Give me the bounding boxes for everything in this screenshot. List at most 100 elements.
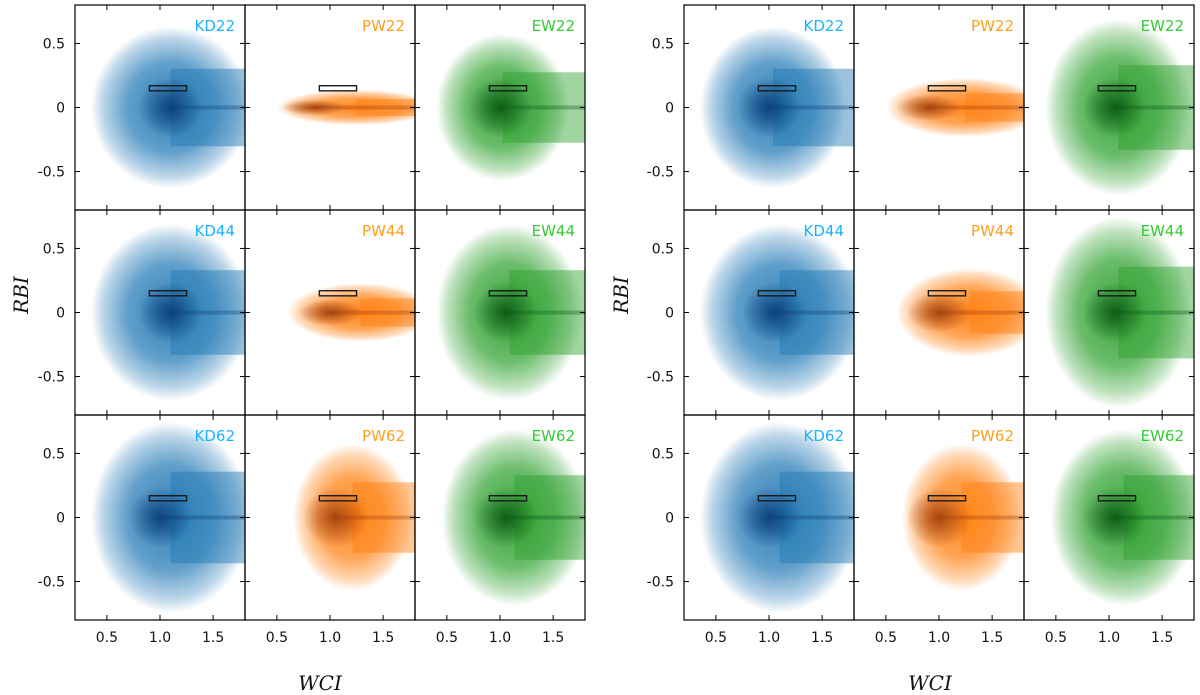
ylabel-right: RBI bbox=[609, 275, 633, 315]
reference-box bbox=[488, 85, 528, 92]
panel-kd22: KD22 0.5 0 -0.5 bbox=[647, 4, 855, 211]
xtick-label: 1.5 bbox=[372, 630, 394, 646]
panel-label: PW44 bbox=[362, 222, 405, 240]
density-core bbox=[742, 282, 807, 343]
reference-box bbox=[927, 290, 967, 297]
panel-label: KD44 bbox=[195, 222, 235, 240]
reference-box bbox=[1097, 495, 1137, 502]
xlabel-right: WCI bbox=[908, 671, 953, 695]
density-spine bbox=[170, 105, 245, 110]
reference-box bbox=[148, 290, 188, 297]
xtick-label: 0.5 bbox=[1045, 630, 1067, 646]
panel-pw22: PW22 bbox=[853, 4, 1025, 211]
density-core bbox=[1082, 282, 1147, 343]
xtick-label: 1.0 bbox=[149, 630, 171, 646]
xtick-label: 1.5 bbox=[1151, 630, 1173, 646]
panel-ew22: EW22 bbox=[1023, 4, 1195, 211]
density-ew62 bbox=[441, 429, 585, 606]
panel-label: KD62 bbox=[804, 427, 844, 445]
panel-ew62: EW62 0.5 1.0 1.5 bbox=[1023, 414, 1195, 646]
xtick-label: 1.0 bbox=[758, 630, 780, 646]
density-core bbox=[737, 487, 801, 548]
ytick-label: 0 bbox=[665, 306, 674, 322]
panel-kd44: KD44 0.5 0 -0.5 bbox=[647, 209, 855, 416]
density-core bbox=[1082, 487, 1147, 548]
ytick-label: 0.5 bbox=[43, 36, 65, 52]
panel-label: EW22 bbox=[532, 17, 575, 35]
density-core bbox=[896, 94, 961, 121]
density-ew44 bbox=[436, 224, 585, 401]
reference-box bbox=[757, 85, 797, 92]
xtick-label: 0.5 bbox=[96, 630, 118, 646]
panel-kd22: KD22 0.5 0 -0.5 bbox=[38, 4, 246, 211]
density-ew22 bbox=[1045, 19, 1194, 196]
density-core bbox=[907, 292, 971, 333]
panel-label: EW22 bbox=[1141, 17, 1184, 35]
panel-label: PW62 bbox=[971, 427, 1014, 445]
density-core bbox=[303, 487, 368, 548]
density-core bbox=[138, 282, 203, 343]
panel-pw44: PW44 bbox=[853, 209, 1025, 416]
density-ew62 bbox=[1050, 429, 1194, 606]
xtick-label: 0.5 bbox=[436, 630, 458, 646]
density-pw22 bbox=[885, 78, 1024, 137]
density-pw22 bbox=[276, 89, 415, 126]
reference-box bbox=[148, 495, 188, 502]
reference-box bbox=[927, 495, 967, 502]
density-core bbox=[1082, 77, 1147, 138]
xtick-label: 0.5 bbox=[266, 630, 288, 646]
ytick-label: -0.5 bbox=[647, 165, 674, 181]
panel-pw62: PW62 0.5 1.0 1.5 bbox=[244, 414, 416, 646]
density-spine bbox=[314, 105, 415, 110]
density-tail bbox=[965, 93, 1024, 122]
ytick-label: 0 bbox=[56, 511, 65, 527]
reference-box bbox=[757, 290, 797, 297]
ytick-label: 0 bbox=[56, 101, 65, 117]
density-tail bbox=[969, 291, 1024, 334]
ytick-label: -0.5 bbox=[38, 575, 65, 591]
subfigure-right: KD22 0.5 0 -0.5 PW22 EW22 KD44 0.5 0 -0.5 PW44 EW44… bbox=[647, 4, 1195, 646]
panel-label: EW44 bbox=[532, 222, 575, 240]
xtick-label: 1.0 bbox=[928, 630, 950, 646]
xtick-label: 1.5 bbox=[811, 630, 833, 646]
panel-kd44: KD44 0.5 0 -0.5 bbox=[38, 209, 246, 416]
ytick-label: -0.5 bbox=[647, 575, 674, 591]
density-core bbox=[138, 77, 203, 138]
ytick-label: 0 bbox=[665, 511, 674, 527]
subfigure-left: KD22 0.5 0 -0.5 PW22 EW22 KD44 0.5 0 -0.5 PW44 EW44… bbox=[38, 4, 586, 646]
reference-box bbox=[318, 495, 358, 502]
panel-label: EW62 bbox=[532, 427, 575, 445]
panel-label: PW44 bbox=[971, 222, 1014, 240]
density-core bbox=[128, 487, 192, 548]
ytick-label: 0.5 bbox=[652, 36, 674, 52]
density-tail bbox=[961, 482, 1024, 553]
reference-box bbox=[318, 290, 358, 297]
density-tail bbox=[356, 99, 415, 116]
density-core bbox=[473, 487, 538, 548]
ytick-label: 0.5 bbox=[652, 241, 674, 257]
density-core bbox=[473, 282, 538, 343]
xtick-label: 0.5 bbox=[705, 630, 727, 646]
panel-label: KD22 bbox=[804, 17, 844, 35]
panel-label: KD44 bbox=[804, 222, 844, 240]
panel-ew44: EW44 bbox=[414, 209, 586, 416]
density-spine bbox=[928, 105, 1024, 110]
density-spine bbox=[1114, 515, 1194, 520]
density-spine bbox=[505, 515, 585, 520]
density-spine bbox=[330, 310, 415, 315]
reference-box bbox=[148, 85, 188, 92]
density-spine bbox=[1114, 310, 1194, 315]
panel-ew44: EW44 bbox=[1023, 209, 1195, 416]
density-core bbox=[737, 77, 801, 138]
density-kd22 bbox=[90, 26, 245, 189]
density-cloud bbox=[276, 89, 415, 126]
xtick-label: 1.0 bbox=[319, 630, 341, 646]
panel-label: KD22 bbox=[195, 17, 235, 35]
panel-pw22: PW22 bbox=[244, 4, 416, 211]
xlabel-left: WCI bbox=[298, 671, 343, 695]
xtick-label: 0.5 bbox=[875, 630, 897, 646]
xtick-label: 1.5 bbox=[202, 630, 224, 646]
density-spine bbox=[774, 310, 854, 315]
ytick-label: -0.5 bbox=[647, 370, 674, 386]
